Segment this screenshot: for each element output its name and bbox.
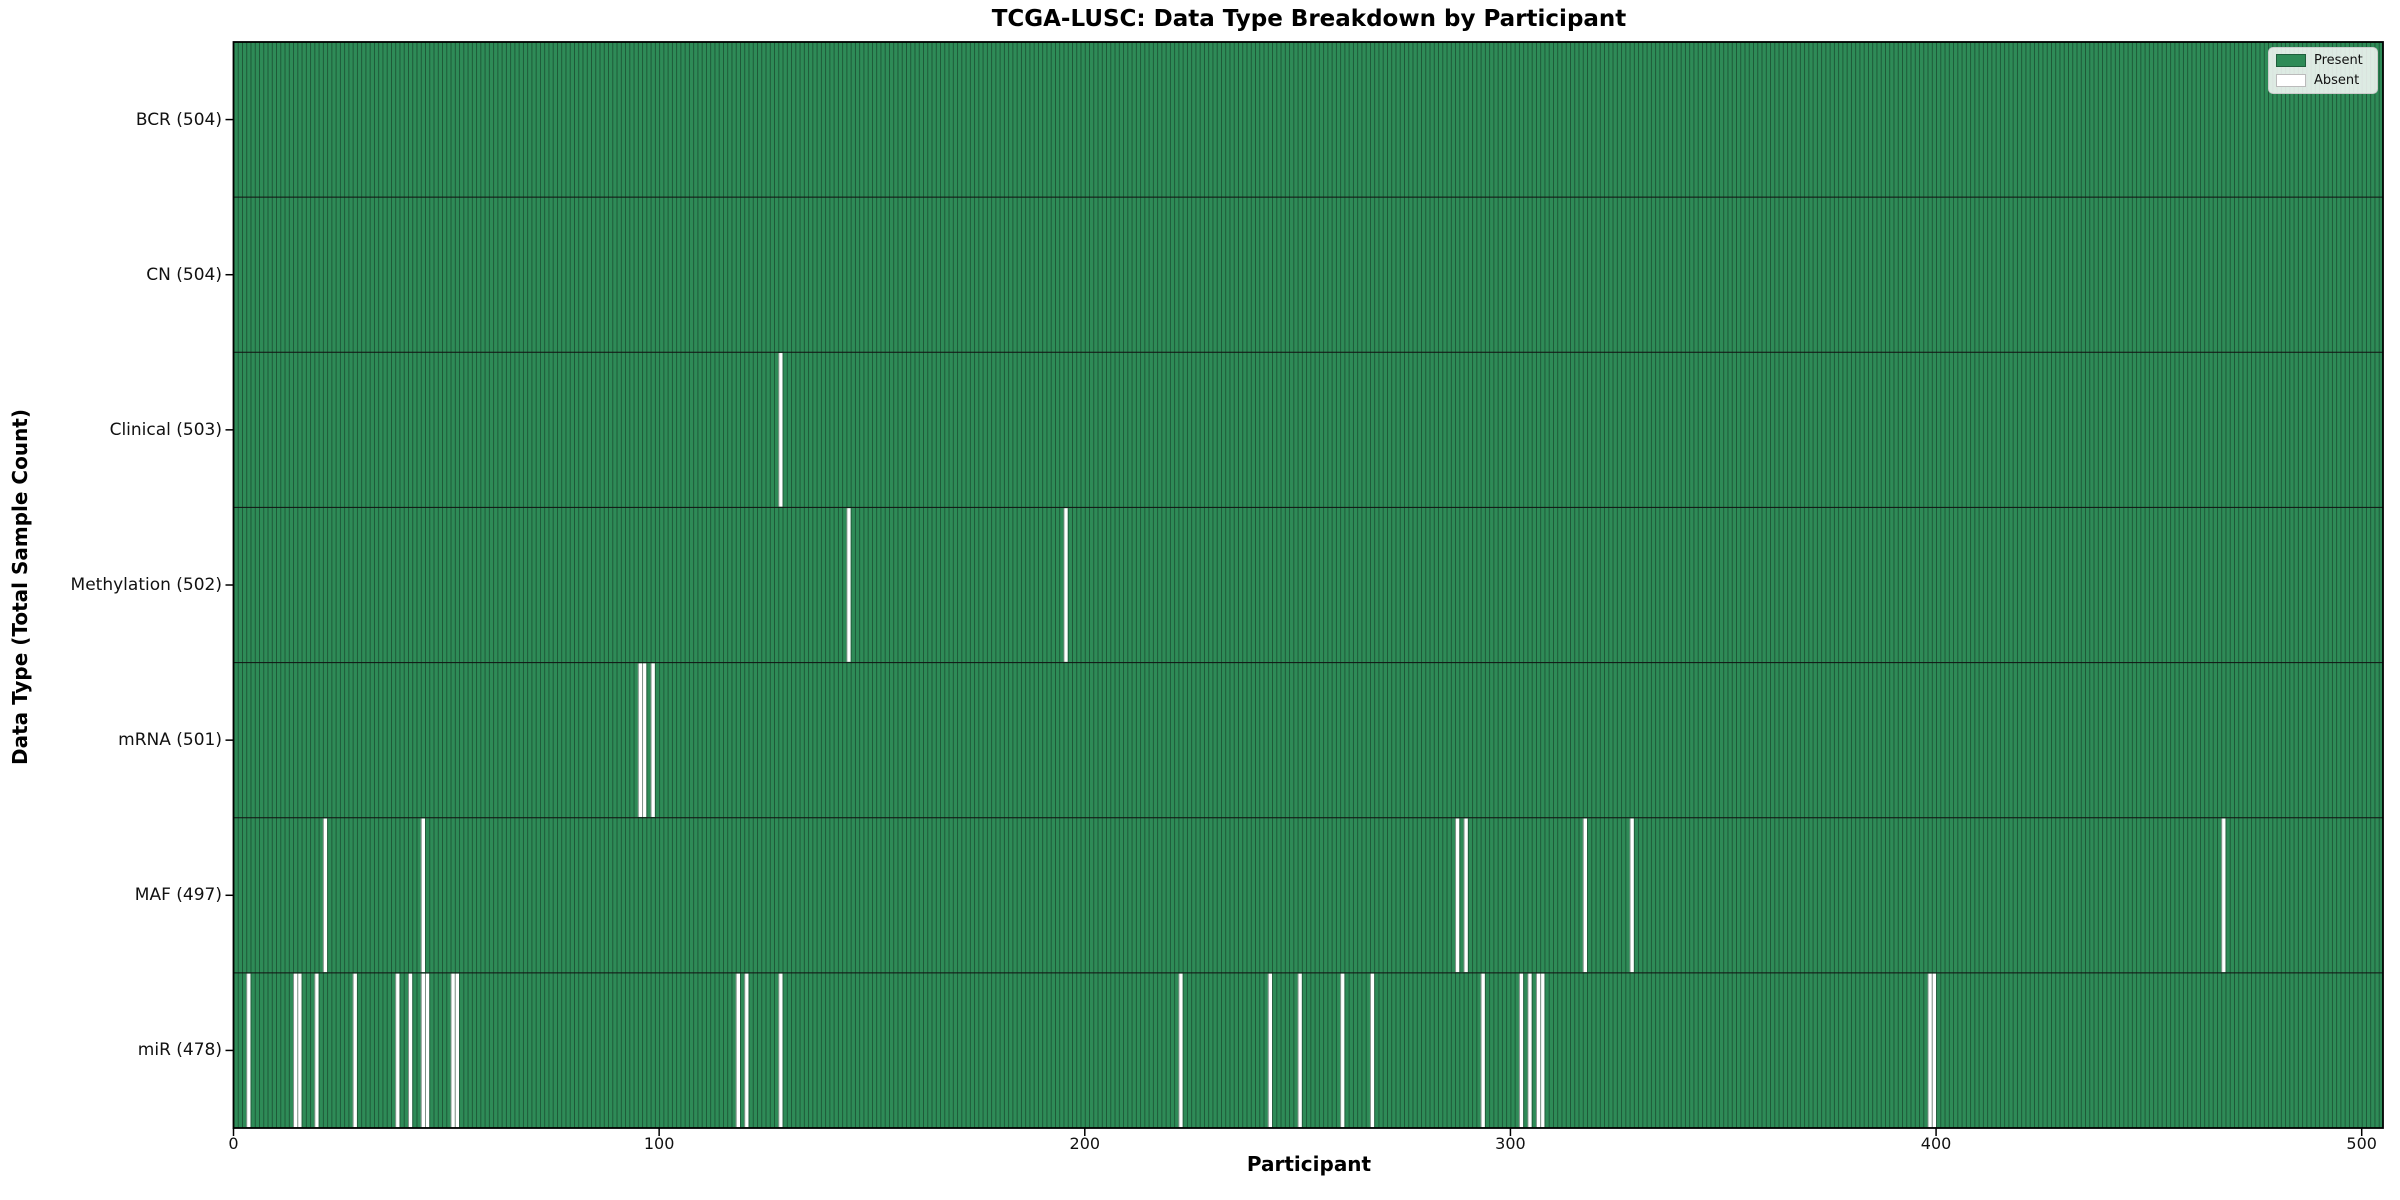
x-tick-label: 100 (643, 1134, 675, 1153)
y-tick-label-Clinical: Clinical (503) (109, 419, 222, 440)
x-tick-label: 0 (228, 1134, 239, 1153)
y-tick-label-MAF: MAF (497) (134, 885, 222, 906)
chart-title: TCGA-LUSC: Data Type Breakdown by Partic… (991, 6, 1627, 32)
absent-swatch-icon (2276, 74, 2306, 87)
y-tick-label-Methylation: Methylation (502) (70, 575, 222, 595)
present-swatch-icon (2276, 54, 2306, 67)
x-axis-label: Participant (1246, 1152, 1372, 1176)
x-tick-label: 500 (2346, 1134, 2377, 1153)
x-tick-label: 200 (1069, 1134, 1101, 1153)
bar-edge-stripes (233, 42, 2383, 1128)
y-tick-label-miR: miR (478) (137, 1040, 222, 1061)
x-tick-label: 300 (1495, 1134, 1526, 1153)
legend-item-present: Present (2276, 53, 2369, 68)
x-tick-label: 400 (1920, 1134, 1952, 1153)
y-tick-label-mRNA: mRNA (501) (118, 730, 222, 751)
legend-label-present: Present (2314, 53, 2363, 68)
legend: Present Absent (2268, 47, 2378, 94)
legend-label-absent: Absent (2314, 73, 2360, 88)
y-tick-label-BCR: BCR (504) (135, 109, 222, 130)
y-tick-label-CN: CN (504) (146, 264, 222, 285)
legend-item-absent: Absent (2276, 73, 2369, 88)
